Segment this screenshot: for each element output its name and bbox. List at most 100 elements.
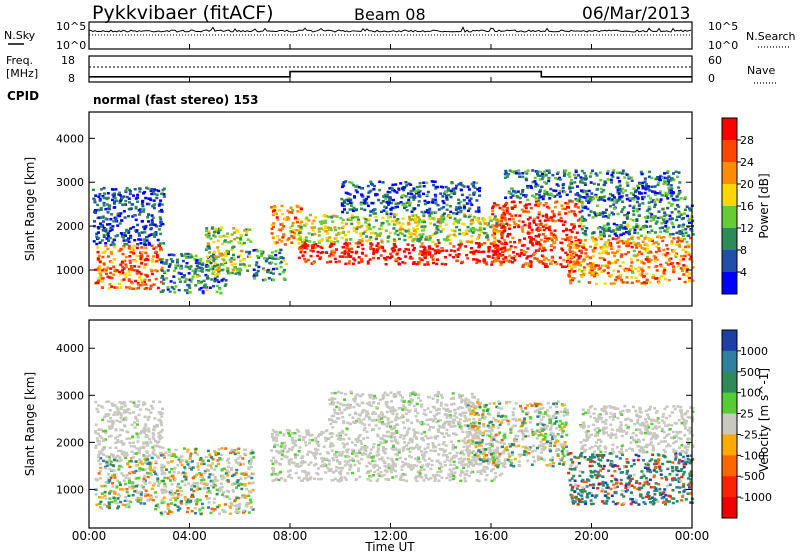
power-echo-cell: [491, 233, 495, 237]
power-echo-cell: [355, 250, 359, 254]
power-echo-cell: [677, 205, 681, 209]
power-echo-cell: [115, 286, 119, 289]
power-echo-cell: [545, 169, 549, 172]
power-echo-cell: [416, 189, 420, 192]
nave-tick-top: 60: [708, 54, 722, 67]
velocity-echo-cell: [153, 444, 157, 448]
power-echo-cell: [606, 169, 610, 173]
velocity-echo-cell: [227, 461, 231, 465]
power-echo-cell: [127, 197, 131, 200]
power-echo-cell: [254, 264, 258, 267]
power-echo-cell: [441, 249, 445, 252]
power-echo-cell: [533, 252, 536, 255]
power-echo-cell: [526, 169, 530, 172]
power-echo-cell: [412, 261, 416, 264]
power-echo-cell: [293, 231, 297, 235]
velocity-echo-cell: [116, 439, 120, 442]
power-echo-cell: [653, 200, 657, 204]
power-echo-cell: [565, 260, 569, 263]
power-echo-cell: [149, 189, 153, 193]
power-echo-cell: [274, 250, 278, 253]
velocity-echo-cell: [180, 463, 184, 467]
velocity-echo-cell: [152, 470, 156, 473]
power-echo-cell: [470, 203, 474, 207]
power-echo-cell: [546, 192, 550, 196]
power-echo-cell: [161, 282, 165, 285]
power-echo-cell: [546, 217, 550, 220]
velocity-echo-cell: [196, 465, 200, 468]
power-echo-cell: [349, 198, 353, 201]
power-echo-cell: [230, 233, 234, 236]
power-echo-cell: [486, 223, 490, 227]
power-echo-cell: [630, 179, 634, 182]
power-echo-cell: [222, 258, 226, 262]
velocity-echo-cell: [443, 460, 447, 464]
power-echo-cell: [359, 203, 363, 206]
power-echo-cell: [263, 278, 267, 281]
power-echo-cell: [684, 231, 688, 235]
velocity-echo-cell: [350, 471, 354, 475]
power-echo-cell: [297, 241, 301, 245]
velocity-echo-cell: [196, 462, 200, 465]
power-echo-cell: [360, 207, 364, 210]
power-echo-cell: [528, 226, 532, 229]
velocity-echo-cell: [143, 429, 147, 433]
power-echo-cell: [636, 197, 640, 200]
power-echo-cell: [582, 196, 586, 199]
power-echo-cell: [552, 212, 556, 216]
power-echo-cell: [683, 254, 687, 258]
velocity-echo-cell: [408, 464, 412, 467]
power-echo-cell: [415, 262, 419, 266]
power-echo-cell: [215, 272, 219, 276]
velocity-echo-cell: [367, 453, 371, 457]
power-echo-cell: [420, 242, 424, 245]
power-echo-cell: [395, 229, 399, 233]
velocity-echo-cell: [189, 485, 193, 488]
power-echo-cell: [202, 285, 206, 288]
power-echo-cell: [400, 227, 404, 231]
power-echo-cell: [360, 252, 364, 255]
velocity-echo-cell: [247, 511, 251, 514]
power-echo-cell: [330, 240, 334, 243]
power-echo-cell: [619, 233, 623, 237]
power-echo-cell: [287, 217, 291, 221]
velocity-echo-cell: [160, 472, 164, 476]
power-echo-cell: [641, 202, 645, 205]
power-echo-cell: [276, 235, 280, 238]
power-echo-cell: [348, 201, 352, 205]
power-echo-cell: [573, 205, 577, 208]
power-echo-cell: [130, 268, 134, 272]
velocity-echo-cell: [98, 469, 102, 473]
freq-strip: Freq. [MHz] 18 8 60 0 Nave: [6, 54, 776, 85]
velocity-echo-cell: [448, 459, 452, 463]
velocity-echo-cell: [143, 479, 147, 482]
velocity-echo-cell: [379, 457, 383, 461]
power-echo-cell: [652, 218, 656, 221]
power-echo-cell: [238, 267, 242, 270]
power-echo-cell: [109, 226, 113, 230]
power-echo-cell: [104, 207, 108, 211]
velocity-echo-cell: [179, 455, 183, 458]
velocity-echo-cell: [402, 464, 406, 467]
power-echo-cell: [97, 216, 101, 219]
power-echo-cell: [341, 210, 345, 214]
power-echo-cell: [538, 261, 542, 264]
power-echo-cell: [595, 174, 599, 177]
power-echo-cell: [297, 225, 301, 228]
power-echo-cell: [544, 202, 548, 205]
velocity-echo-cell: [371, 474, 375, 477]
power-echo-cell: [111, 225, 115, 228]
power-echo-cell: [663, 172, 666, 175]
power-echo-cell: [270, 206, 274, 209]
power-echo-cell: [290, 234, 294, 238]
power-echo-cell: [150, 187, 154, 191]
power-echo-cell: [212, 260, 216, 264]
power-echo-cell: [684, 227, 688, 231]
power-echo-cell: [248, 255, 252, 258]
velocity-echo-cell: [100, 507, 104, 510]
power-echo-cell: [666, 247, 670, 251]
power-echo-cell: [328, 239, 332, 243]
power-echo-cell: [401, 217, 405, 220]
power-echo-cell: [618, 239, 622, 243]
power-echo-cell: [524, 206, 528, 210]
